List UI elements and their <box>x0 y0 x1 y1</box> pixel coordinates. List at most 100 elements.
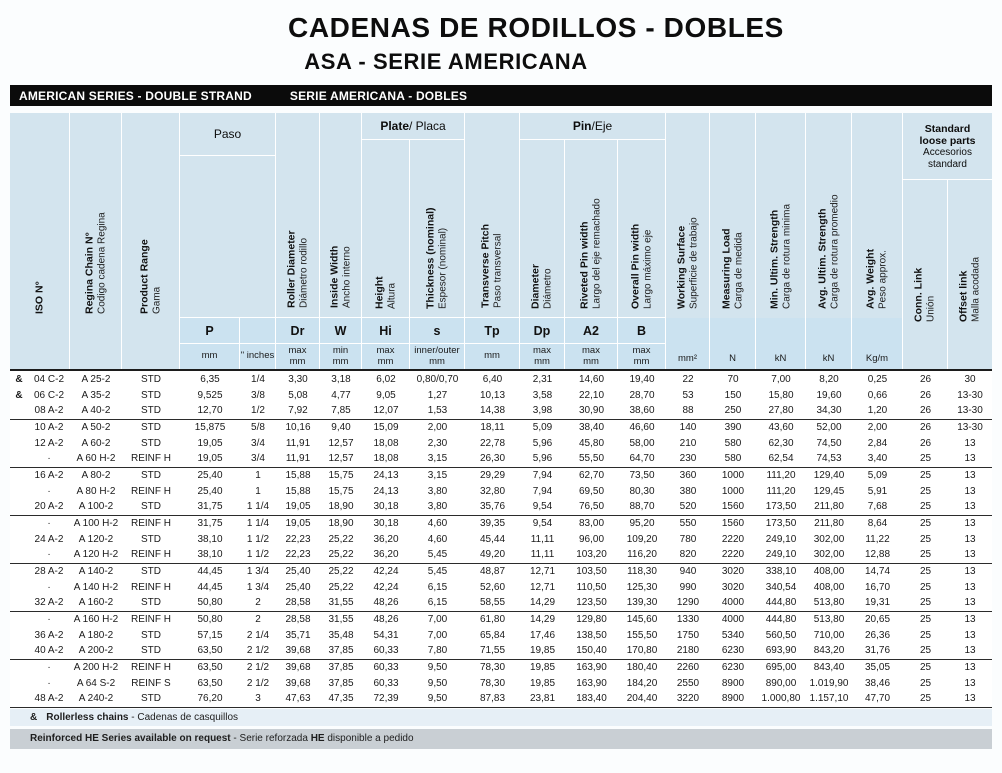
cell-p-inches: 5/8 <box>251 421 265 433</box>
cell-p-mm: 44,45 <box>197 565 223 577</box>
cell-min-ultim-strength: 560,50 <box>765 629 797 641</box>
cell-range: STD <box>141 629 161 641</box>
cell-s: 9,50 <box>427 661 448 673</box>
cell-iso: · <box>28 451 70 468</box>
cell-dr: 15,88 <box>285 469 311 481</box>
cell-w: 18,90 <box>320 499 362 516</box>
cell-dr: 39,68 <box>285 677 311 689</box>
table-row: 40 A-2 A 200-2 STD 63,50 2 1/2 39,68 37,85 60,3… <box>10 643 992 660</box>
unit-w: min mm <box>320 344 362 369</box>
cell-b: 80,30 <box>629 485 655 497</box>
cell-iso: · <box>28 547 70 564</box>
cell-s: 3,15 <box>410 451 465 468</box>
cell-regina: A 80 H-2 <box>76 485 116 497</box>
cell-hi: 30,18 <box>373 517 399 529</box>
cell-p-mm: 25,40 <box>197 469 223 481</box>
cell-avg-weight: 3,40 <box>852 451 903 468</box>
cell-avg-ultim-strength: 302,00 <box>806 547 852 564</box>
cell-dr: 39,68 <box>285 661 311 673</box>
cell-offset-link: 13 <box>948 451 992 468</box>
unit-tp: mm <box>465 344 520 369</box>
cell-dr: 19,05 <box>276 499 320 516</box>
cell-hi: 54,31 <box>373 629 399 641</box>
cell-range: STD <box>122 691 180 708</box>
cell-conn-link: 25 <box>919 629 932 641</box>
cell-s: 2,00 <box>427 421 448 433</box>
cell-avg-ultim-strength: 302,00 <box>813 533 845 545</box>
cell-working-surface: 940 <box>679 565 697 577</box>
cell-tp: 49,20 <box>465 547 520 564</box>
cell-a2: 138,50 <box>576 629 607 641</box>
cell-dr: 19,05 <box>285 517 311 529</box>
cell-rollerless-mark <box>10 547 28 564</box>
page-subtitle: ASA - SERIE AMERICANA <box>304 49 588 74</box>
cell-offset-link: 13 <box>964 613 976 625</box>
cell-rollerless-mark <box>10 419 28 435</box>
cell-rollerless-mark <box>10 531 28 547</box>
cell-rollerless-mark <box>10 627 28 643</box>
cell-iso: · <box>47 677 51 689</box>
cell-regina: A 50-2 <box>81 421 111 433</box>
table-row: 36 A-2 A 180-2 STD 57,15 2 1/4 35,71 35,48 54,3… <box>10 627 992 643</box>
cell-offset-link: 13 <box>964 581 976 593</box>
table-row: · A 200 H-2 REINF H 63,50 2 1/2 39,68 37,85 60,… <box>10 659 992 675</box>
group-header-pin: Pin/Eje <box>520 113 666 140</box>
cell-p-mm: 19,05 <box>197 437 223 449</box>
cell-regina: A 100-2 <box>70 499 122 516</box>
cell-measuring-load: 150 <box>724 389 742 401</box>
cell-s: 9,50 <box>427 677 448 689</box>
cell-p-mm: 76,20 <box>180 691 240 708</box>
cell-min-ultim-strength: 15,80 <box>768 389 794 401</box>
table-row: · A 60 H-2 REINF H 19,05 3/4 11,91 12,57 18,08 3… <box>10 451 992 468</box>
cell-avg-ultim-strength: 1.019,90 <box>809 677 849 689</box>
cell-measuring-load: 70 <box>727 373 739 385</box>
cell-regina: A 120 H-2 <box>70 547 122 564</box>
cell-avg-weight: 0,25 <box>867 373 888 385</box>
table-row: & 04 C-2 A 25-2 STD 6,35 1/4 3,30 3,18 6,02 0,80/… <box>10 371 992 387</box>
cell-p-inches: 1/2 <box>240 403 276 420</box>
cell-min-ultim-strength: 340,54 <box>765 581 797 593</box>
cell-iso: 32 A-2 <box>28 595 70 612</box>
cell-tp: 39,35 <box>479 517 506 529</box>
cell-working-surface: 2180 <box>666 643 710 660</box>
cell-a2: 163,90 <box>576 677 607 689</box>
cell-p-inches: 3/4 <box>240 451 276 468</box>
column-header-regina-chain: Regina Chain N° Codigo cadena Regina <box>70 113 122 369</box>
cell-range: STD <box>141 421 161 433</box>
cell-working-surface: 140 <box>679 421 697 433</box>
column-header-offset-link: Offset link Malla acodada <box>957 256 982 322</box>
cell-avg-ultim-strength: 843,20 <box>806 643 852 660</box>
cell-p-inches: 3/8 <box>251 389 265 401</box>
cell-avg-ultim-strength: 19,60 <box>816 389 842 401</box>
cell-min-ultim-strength: 695,00 <box>765 661 797 673</box>
cell-conn-link: 26 <box>903 403 948 420</box>
cell-a2: 96,00 <box>578 533 605 545</box>
cell-iso: 12 A-2 <box>34 437 64 449</box>
cell-p-inches: 1 3/4 <box>246 565 270 577</box>
cell-p-inches: 1 1/2 <box>246 533 270 545</box>
cell-conn-link: 25 <box>903 547 948 564</box>
cell-min-ultim-strength: 7,00 <box>771 373 791 385</box>
cell-rollerless-mark <box>10 499 28 516</box>
cell-dp: 5,96 <box>532 437 553 449</box>
cell-a2: 129,80 <box>576 613 607 625</box>
unit-s: inner/outer mm <box>410 344 465 369</box>
cell-dp: 14,29 <box>520 595 565 612</box>
cell-w: 25,22 <box>320 547 362 564</box>
cell-hi: 30,18 <box>362 499 410 516</box>
cell-offset-link: 13 <box>948 643 992 660</box>
cell-hi: 60,33 <box>362 643 410 660</box>
cell-rollerless-mark <box>10 595 28 612</box>
table-row: 20 A-2 A 100-2 STD 31,75 1 1/4 19,05 18,90 30,1… <box>10 499 992 516</box>
cell-p-mm: 44,45 <box>197 581 223 593</box>
cell-avg-ultim-strength: 52,00 <box>816 421 842 433</box>
cell-min-ultim-strength: 444,80 <box>756 595 806 612</box>
cell-dr: 3,30 <box>288 373 308 385</box>
cell-hi: 48,26 <box>362 595 410 612</box>
cell-w: 31,55 <box>320 595 362 612</box>
cell-avg-ultim-strength: 211,80 <box>806 499 852 516</box>
cell-conn-link: 25 <box>903 595 948 612</box>
table-body: & 04 C-2 A 25-2 STD 6,35 1/4 3,30 3,18 6,02 0,80/… <box>10 371 992 708</box>
unit-p-inches: " inches <box>240 344 276 369</box>
cell-conn-link: 26 <box>919 373 932 385</box>
